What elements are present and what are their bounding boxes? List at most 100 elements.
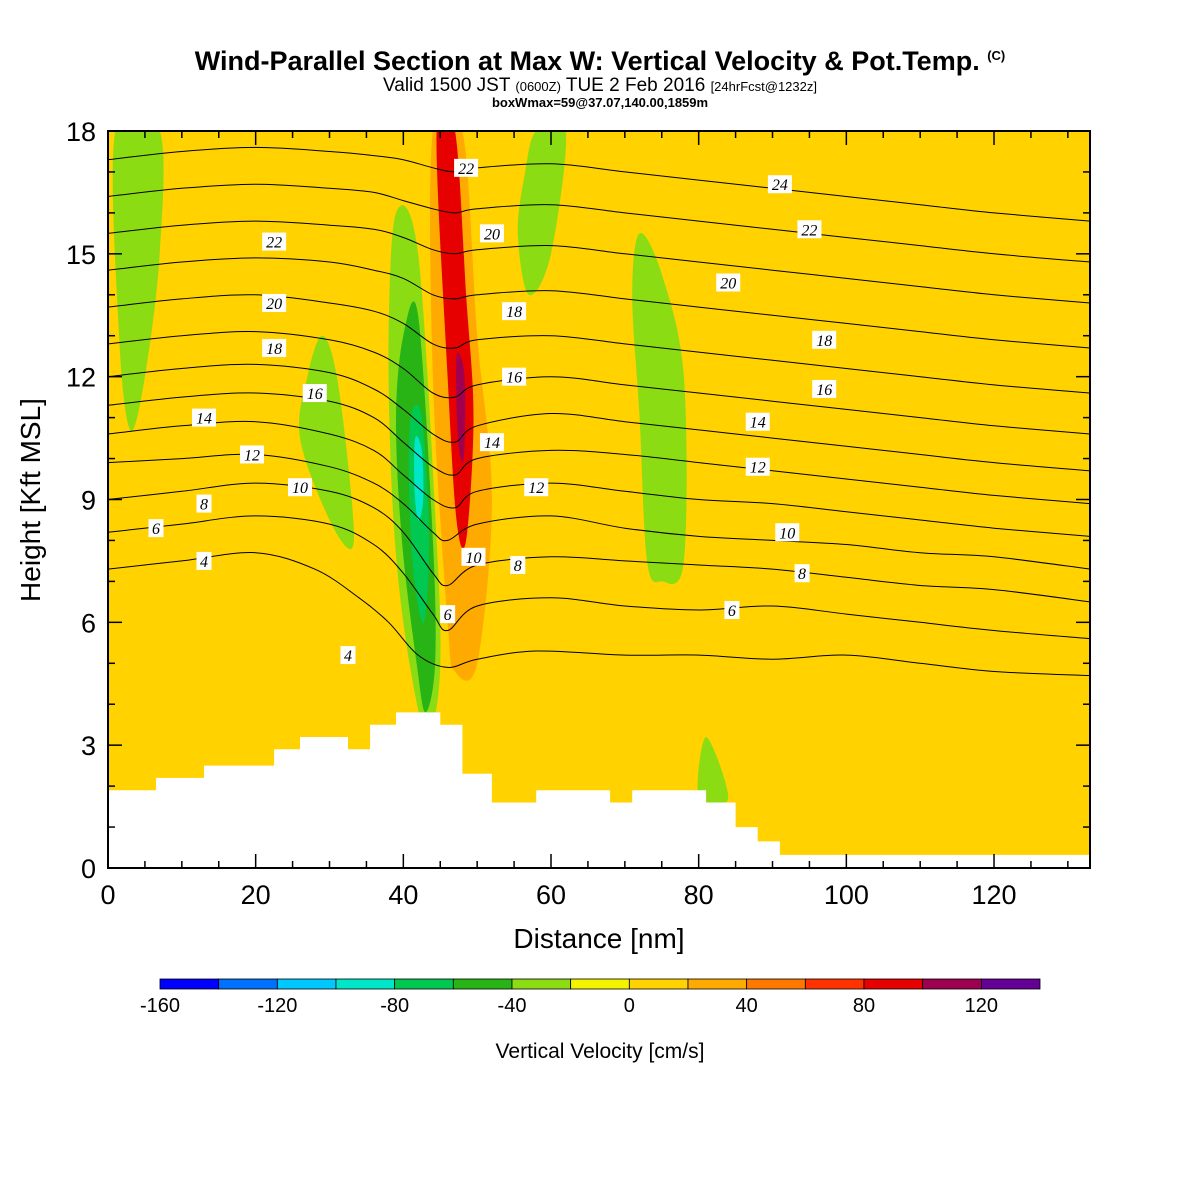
colorbar-swatch xyxy=(628,978,689,990)
contour-label: 8 xyxy=(798,566,806,583)
colorbar-tick-label: -40 xyxy=(498,995,527,1017)
colorbar-swatch xyxy=(804,978,865,990)
x-tick-label: 80 xyxy=(684,880,714,910)
contour-label: 4 xyxy=(344,648,352,665)
contour-label: 4 xyxy=(200,554,208,571)
contour-label-box xyxy=(262,232,287,251)
colorbar-tick-label: 0 xyxy=(624,995,635,1017)
contour-label: 12 xyxy=(528,480,544,497)
contour-label: 22 xyxy=(801,222,817,239)
x-tick-label: 40 xyxy=(388,880,418,910)
colorbar-tick-label: 80 xyxy=(853,995,875,1017)
y-tick-label: 6 xyxy=(81,608,96,638)
contour-label: 18 xyxy=(506,304,522,321)
contour-label: 6 xyxy=(152,521,160,538)
contour-label-box xyxy=(340,646,356,665)
y-tick-label: 0 xyxy=(81,854,96,884)
colorbar-swatch xyxy=(218,978,278,990)
contour-label-box xyxy=(191,408,216,427)
pot-temp-contours xyxy=(108,146,1090,677)
colorbar-tick-labels: -160 -120 -80 -40 0 40 80 120 xyxy=(140,995,998,1017)
colorbar-tick-label: 40 xyxy=(736,995,758,1017)
contour-label: 18 xyxy=(266,341,282,358)
colorbar xyxy=(159,978,1041,990)
colorbar-tick-label: 120 xyxy=(965,995,998,1017)
contour-line-20 xyxy=(108,294,1090,394)
downdraft-region-9 xyxy=(517,131,567,296)
y-tick-label: 18 xyxy=(66,117,96,147)
contour-label-box xyxy=(454,158,479,177)
contour-label: 22 xyxy=(266,235,282,252)
title-block: Wind-Parallel Section at Max W: Vertical… xyxy=(0,40,1200,110)
contour-label: 12 xyxy=(750,460,766,477)
copyright-mark: (C) xyxy=(987,48,1006,63)
contour-label-box xyxy=(794,564,810,583)
y-tick-labels: 0 3 6 9 12 15 18 xyxy=(66,117,96,884)
colorbar-swatch xyxy=(159,978,220,990)
colorbar-swatch xyxy=(335,978,396,990)
contour-line-22 xyxy=(108,257,1090,349)
contour-label-box xyxy=(502,302,527,321)
colorbar-swatch xyxy=(922,978,982,990)
contour-label-box xyxy=(440,605,456,624)
contour-line-28 xyxy=(108,146,1090,222)
contour-label: 14 xyxy=(196,411,212,428)
colorbar-swatch xyxy=(746,978,806,990)
velocity-background xyxy=(108,131,1090,868)
contour-label: 20 xyxy=(484,226,500,243)
contour-line-16 xyxy=(108,363,1090,472)
contour-label: 18 xyxy=(816,333,832,350)
downdraft-region-10 xyxy=(632,233,687,585)
x-tick-label: 120 xyxy=(971,880,1016,910)
colorbar-swatch xyxy=(863,978,924,990)
contour-label: 20 xyxy=(266,296,282,313)
y-tick-label: 3 xyxy=(81,731,96,761)
contour-label-box xyxy=(287,478,312,497)
colorbar-swatch xyxy=(511,978,572,990)
contour-label: 24 xyxy=(772,177,788,194)
contour-label-box xyxy=(775,523,800,542)
contour-label: 12 xyxy=(244,447,260,464)
colorbar-tick-label: -80 xyxy=(380,995,409,1017)
x-tick-label: 60 xyxy=(536,880,566,910)
colorbar-swatch xyxy=(394,978,454,990)
contour-label-box xyxy=(479,433,504,452)
contour-line-10 xyxy=(108,453,1090,570)
contour-label-box xyxy=(302,384,327,403)
contour-line-12 xyxy=(108,420,1090,537)
contour-label: 20 xyxy=(720,275,736,292)
contour-line-26 xyxy=(108,183,1090,263)
colorbar-swatch xyxy=(276,978,337,990)
contour-label-box xyxy=(745,412,770,431)
contour-line-24 xyxy=(108,220,1090,304)
colorbar-tick-label: -120 xyxy=(257,995,297,1017)
valid-time: Valid 1500 JST xyxy=(383,75,511,96)
forecast-info: [24hrFcst@1232z] xyxy=(710,79,817,94)
contour-label: 10 xyxy=(779,525,795,542)
downdraft-region-7 xyxy=(112,131,164,431)
contour-label: 6 xyxy=(444,607,452,624)
contour-label: 16 xyxy=(506,370,522,387)
chart-title-text: Wind-Parallel Section at Max W: Vertical… xyxy=(194,46,980,76)
contour-line-4 xyxy=(108,552,1090,677)
contour-label-box xyxy=(812,379,837,398)
y-axis-label: Height [Kft MSL] xyxy=(15,398,46,602)
contour-label-box xyxy=(479,224,504,243)
colorbar-title: Vertical Velocity [cm/s] xyxy=(496,1040,705,1063)
contour-label-box xyxy=(510,556,526,575)
valid-utc: (0600Z) xyxy=(515,79,561,94)
contour-label: 16 xyxy=(307,386,323,403)
x-tick-label: 100 xyxy=(824,880,869,910)
terrain xyxy=(108,712,1090,868)
contour-label: 14 xyxy=(750,415,766,432)
y-tick-label: 15 xyxy=(66,240,96,270)
box-info: boxWmax=59@37.07,140.00,1859m xyxy=(491,95,709,110)
chart-title: Wind-Parallel Section at Max W: Vertical… xyxy=(0,40,1200,77)
contour-label-box xyxy=(524,478,549,497)
contour-label: 16 xyxy=(816,382,832,399)
contour-label: 14 xyxy=(484,435,500,452)
colorbar-swatch xyxy=(570,978,630,990)
contour-label-box xyxy=(716,273,741,292)
y-tick-label: 12 xyxy=(66,363,96,393)
